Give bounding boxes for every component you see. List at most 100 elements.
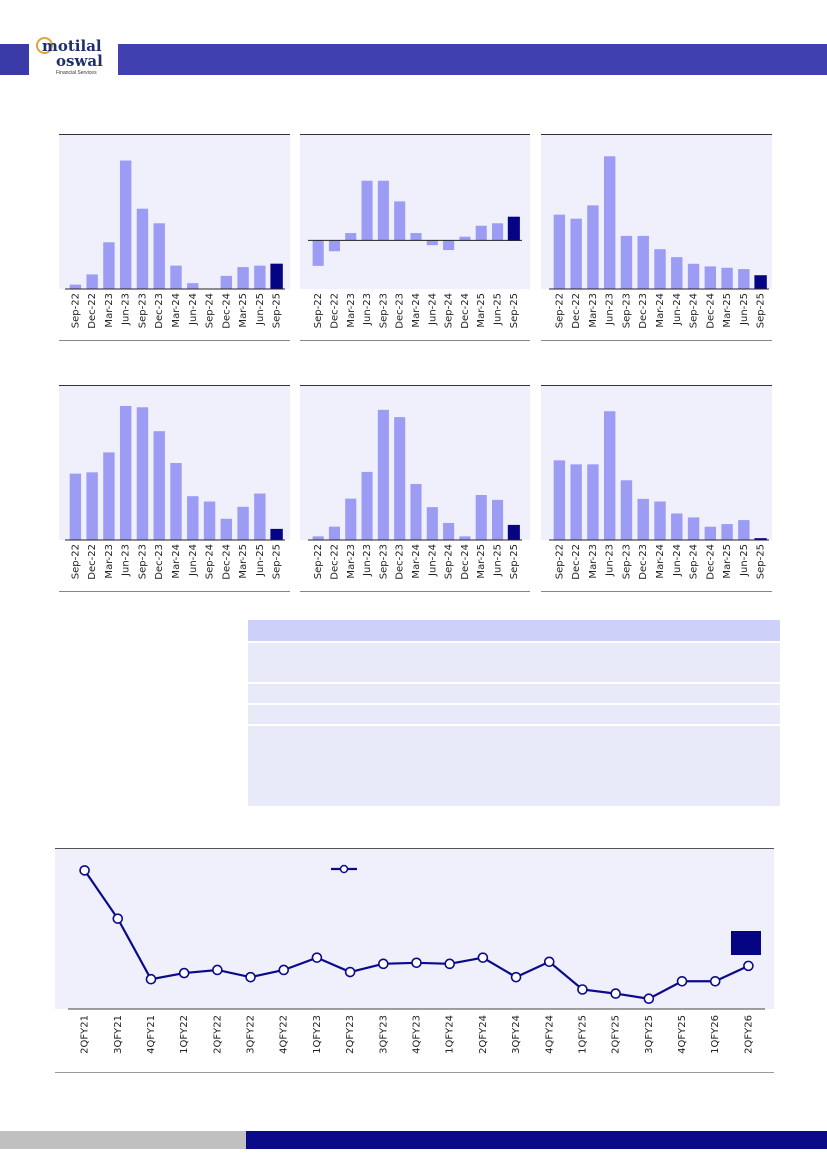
data-point: [344, 966, 356, 978]
x-tick-label: 3QFY23: [378, 1015, 389, 1054]
x-tick-label: Sep-24: [205, 293, 216, 328]
x-tick-label: Mar-24: [411, 293, 422, 328]
x-tick-label: Mar-23: [588, 293, 599, 328]
data-point: [378, 958, 389, 970]
x-tick-label: Dec-22: [571, 293, 582, 329]
data-point: [643, 993, 655, 1005]
bar: [620, 480, 633, 540]
bar: [443, 240, 455, 251]
bar: [203, 501, 216, 540]
bar: [103, 452, 115, 540]
x-tick-label: Sep-25: [272, 293, 283, 328]
plot-area: [300, 135, 530, 289]
x-tick-label: 1QFY25: [577, 1015, 588, 1054]
x-tick-label: Sep-25: [272, 544, 283, 579]
bar: [687, 517, 700, 540]
x-tick-label: Mar-25: [476, 544, 487, 579]
bar: [654, 249, 666, 289]
x-tick-label: 1QFY24: [445, 1015, 456, 1054]
data-point: [477, 952, 489, 963]
x-tick-label: Sep-23: [137, 544, 148, 579]
x-tick-label: Sep-24: [689, 544, 700, 579]
x-tick-label: Sep-24: [689, 293, 700, 328]
x-tick-label: Sep-24: [205, 544, 216, 579]
bar: [136, 208, 149, 289]
x-tick-label: Jun-24: [188, 293, 199, 326]
x-tick-label: Mar-24: [655, 544, 666, 579]
table-row: [248, 705, 780, 724]
bar: [270, 263, 283, 290]
bar: [136, 407, 149, 540]
x-tick-label: 4QFY21: [146, 1015, 157, 1054]
data-point: [577, 984, 588, 995]
x-tick-label: 4QFY25: [677, 1015, 688, 1054]
data-point: [212, 964, 223, 976]
x-tick-label: Mar-23: [346, 293, 357, 328]
x-tick-label: Sep-25: [756, 544, 767, 579]
bar: [119, 405, 132, 540]
annotation-box: [731, 931, 761, 955]
bar-chart-6: Sep-22 Dec-22 Mar-23 Jun-23 Sep-23 Dec-23 Mar-…: [541, 385, 772, 592]
bar: [637, 235, 649, 289]
x-tick-label: Mar-23: [346, 544, 357, 579]
x-tick-label: Sep-25: [509, 293, 520, 328]
bar: [475, 494, 487, 540]
x-tick-label: 1QFY23: [312, 1015, 323, 1054]
x-tick-label: Dec-23: [154, 544, 165, 580]
bar: [687, 263, 700, 289]
bar: [426, 507, 438, 540]
x-tick-label: 3QFY21: [113, 1015, 124, 1054]
data-point: [676, 975, 688, 987]
bar: [410, 484, 422, 540]
x-tick-label: Jun-23: [605, 293, 616, 326]
bar: [671, 257, 683, 289]
x-tick-label: Mar-25: [476, 293, 487, 328]
data-point: [510, 971, 522, 983]
bar: [361, 180, 373, 241]
bar: [153, 223, 165, 289]
x-tick-label: Sep-23: [137, 293, 148, 328]
bar: [704, 526, 717, 540]
bar: [377, 409, 389, 540]
x-tick-label: Jun-23: [362, 293, 373, 326]
bar-chart-1: Sep-22 Dec-22 Mar-23 Jun-23 Sep-23 Dec-23 Mar-…: [59, 134, 290, 341]
x-tick-label: Jun-25: [739, 293, 750, 326]
bar: [254, 493, 266, 540]
bar: [475, 225, 487, 241]
x-tick-label: Jun-23: [121, 544, 132, 577]
x-tick-label: Mar-23: [104, 544, 115, 579]
bar: [270, 528, 283, 541]
bar: [587, 464, 599, 540]
bar: [738, 269, 750, 289]
x-tick-label: Jun-24: [672, 293, 683, 326]
x-tick-label: 4QFY22: [279, 1015, 290, 1054]
bar: [671, 513, 683, 540]
bar-chart-4: Sep-22 Dec-22 Mar-23 Jun-23 Sep-23 Dec-23 Mar-…: [59, 385, 290, 592]
logo-line2: oswal: [56, 52, 103, 70]
x-tick-label: Sep-22: [70, 293, 81, 328]
bar: [328, 526, 341, 540]
bar-chart-5: Sep-22 Dec-22 Mar-23 Jun-23 Sep-23 Dec-23 Mar-…: [300, 385, 530, 592]
x-tick-label: Mar-25: [722, 544, 733, 579]
data-point: [411, 957, 422, 969]
bar: [153, 431, 165, 540]
table-header: [248, 620, 780, 641]
bar: [187, 496, 199, 540]
table-row: [248, 684, 780, 703]
bar: [738, 520, 750, 540]
data-point: [743, 960, 754, 972]
bar: [69, 284, 82, 289]
x-tick-label: 4QFY24: [544, 1015, 555, 1054]
x-tick-label: Dec-22: [571, 544, 582, 580]
x-tick-label: Dec-23: [638, 544, 649, 580]
x-tick-label: Dec-23: [154, 293, 165, 329]
x-tick-label: Sep-22: [554, 544, 565, 579]
x-tick-label: Sep-22: [313, 293, 324, 328]
footer-grey-bar: [0, 1131, 246, 1149]
x-tick-label: Sep-23: [378, 544, 389, 579]
bar: [704, 266, 717, 289]
bar: [459, 536, 471, 540]
data-point: [145, 973, 157, 985]
x-tick-label: Sep-23: [621, 293, 632, 328]
bar: [491, 499, 504, 540]
